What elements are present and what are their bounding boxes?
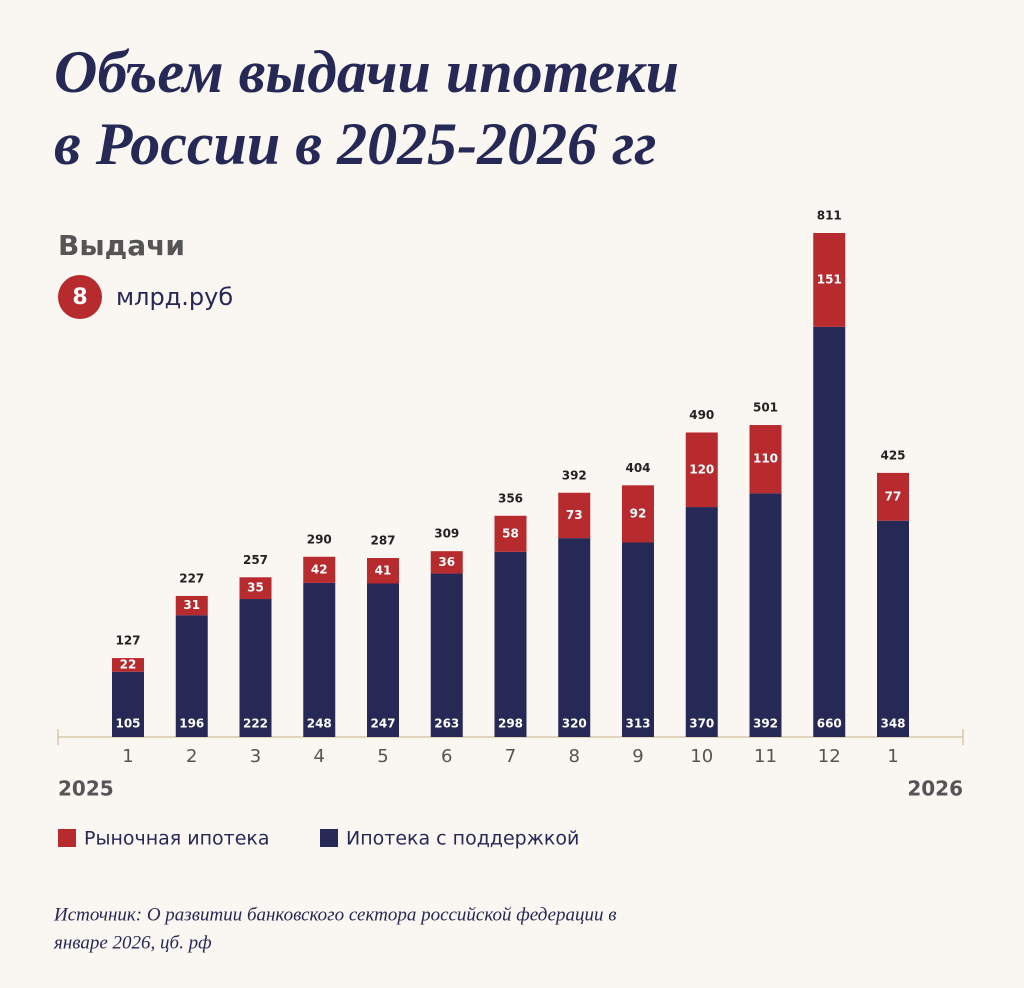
bar-segment <box>877 472 909 521</box>
value-label: 320 <box>562 717 587 731</box>
x-tick-label: 4 <box>314 746 325 767</box>
bar-segment <box>622 485 654 543</box>
unit-badge-circle <box>58 275 102 319</box>
bar-segment <box>303 556 336 583</box>
value-label: 247 <box>370 717 395 731</box>
bar-segment <box>813 326 846 737</box>
total-label: 501 <box>753 401 778 415</box>
total-label: 309 <box>434 527 459 541</box>
total-label: 227 <box>179 571 204 585</box>
value-label: 42 <box>311 562 328 576</box>
total-label: 257 <box>243 553 268 567</box>
bar-segment <box>622 542 654 737</box>
value-label: 370 <box>689 717 714 731</box>
value-label: 222 <box>243 717 268 731</box>
chart-title: Объем выдачи ипотеки <box>54 39 679 105</box>
bar-segment <box>813 233 846 327</box>
bar-segment <box>430 573 463 737</box>
x-tick-label: 10 <box>690 746 713 767</box>
legend-swatch <box>320 829 338 847</box>
bar-segment <box>303 582 336 737</box>
x-tick-label: 5 <box>377 746 388 767</box>
value-label: 313 <box>625 717 650 731</box>
x-tick-label: 11 <box>754 746 777 767</box>
source: Источник: О развитии банковского сектора… <box>53 904 617 925</box>
value-label: 298 <box>498 717 523 731</box>
x-tick-label: 9 <box>632 746 643 767</box>
bar-segment <box>749 493 782 737</box>
value-label: 348 <box>880 717 905 731</box>
value-label: 41 <box>375 563 392 577</box>
value-label: 105 <box>115 717 140 731</box>
value-label: 92 <box>630 506 647 520</box>
value-label: 31 <box>183 598 200 612</box>
value-label: 110 <box>753 452 778 466</box>
bar-segment <box>494 515 527 552</box>
bar-segment <box>430 551 463 574</box>
year-label: 2026 <box>907 777 963 801</box>
value-label: 22 <box>120 657 137 671</box>
bar-segment <box>558 538 591 737</box>
total-label: 127 <box>115 634 140 648</box>
bar-segment <box>558 492 591 539</box>
value-label: 73 <box>566 508 583 522</box>
total-label: 404 <box>625 461 650 475</box>
bar-segment <box>494 551 527 737</box>
legend-label: Рыночная ипотека <box>84 828 270 850</box>
value-label: 36 <box>438 555 455 569</box>
total-label: 287 <box>370 534 395 548</box>
bar-segment <box>749 425 782 494</box>
bar-segment <box>112 658 144 672</box>
bar-segment <box>367 558 399 584</box>
value-label: 151 <box>817 272 842 286</box>
unit-badge: 8 <box>72 285 87 310</box>
x-tick-label: 8 <box>569 746 580 767</box>
source: январе 2026, цб. рф <box>53 932 212 953</box>
year-label: 2025 <box>58 777 114 801</box>
value-label: 77 <box>885 489 902 503</box>
value-label: 35 <box>247 581 264 595</box>
x-tick-label: 6 <box>441 746 452 767</box>
bar-segment <box>367 583 399 737</box>
bar-segment <box>112 671 144 737</box>
x-tick-label: 7 <box>505 746 516 767</box>
bar-segment <box>175 615 208 737</box>
value-label: 196 <box>179 717 204 731</box>
total-label: 811 <box>817 209 842 223</box>
chart-title: в России в 2025-2026 гг <box>54 111 656 177</box>
value-label: 120 <box>689 462 714 476</box>
x-tick-label: 1 <box>122 746 133 767</box>
total-label: 425 <box>880 448 905 462</box>
x-tick-label: 1 <box>887 746 898 767</box>
value-label: 392 <box>753 717 778 731</box>
bar-segment <box>685 507 718 737</box>
bar-segment <box>239 577 272 600</box>
x-tick-label: 2 <box>186 746 197 767</box>
legend-swatch <box>58 829 76 847</box>
legend-label: Ипотека с поддержкой <box>346 828 579 850</box>
total-label: 290 <box>307 532 332 546</box>
x-tick-label: 12 <box>818 746 841 767</box>
x-tick-label: 3 <box>250 746 261 767</box>
bar-segment <box>239 599 272 737</box>
bar-segment <box>685 432 718 508</box>
value-label: 263 <box>434 717 459 731</box>
total-label: 356 <box>498 491 523 505</box>
value-label: 660 <box>817 717 842 731</box>
value-label: 58 <box>502 526 519 540</box>
bar-segment <box>877 520 909 737</box>
value-label: 248 <box>307 717 332 731</box>
unit-label: млрд.руб <box>116 283 233 311</box>
measure-label: Выдачи <box>58 229 185 262</box>
total-label: 392 <box>562 468 587 482</box>
total-label: 490 <box>689 408 714 422</box>
bar-segment <box>175 595 208 616</box>
